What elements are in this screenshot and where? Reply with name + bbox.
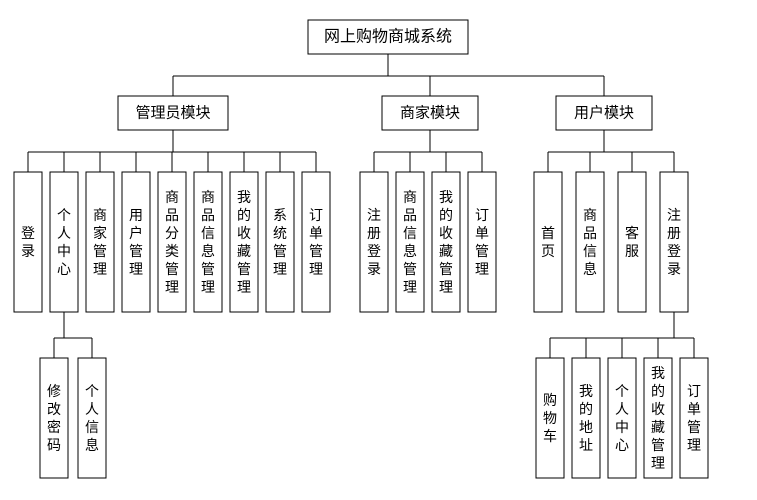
leaf-node: 用户管理 xyxy=(122,172,150,312)
leaf-node: 商品信息管理 xyxy=(194,172,222,312)
leaf-node: 个人信息 xyxy=(78,358,106,478)
root-node: 网上购物商城系统 xyxy=(308,20,468,54)
leaf-node: 订单管理 xyxy=(680,358,708,478)
leaf-node: 购物车 xyxy=(536,358,564,478)
leaf-node: 首页 xyxy=(534,172,562,312)
leaf-node: 商家管理 xyxy=(86,172,114,312)
leaf-node: 个人中心 xyxy=(608,358,636,478)
leaf-node: 商品信息管理 xyxy=(396,172,424,312)
leaf-node: 订单管理 xyxy=(468,172,496,312)
node-label: 用户模块 xyxy=(574,104,634,121)
node-label: 网上购物商城系统 xyxy=(324,28,452,46)
leaf-node: 注册登录 xyxy=(360,172,388,312)
leaf-node: 系统管理 xyxy=(266,172,294,312)
node-label: 购物车 xyxy=(543,393,557,445)
leaf-node: 我的收藏管理 xyxy=(432,172,460,312)
leaf-node: 我的收藏管理 xyxy=(644,358,672,478)
leaf-node: 商品分类管理 xyxy=(158,172,186,312)
node-label: 商家模块 xyxy=(400,104,460,121)
module-node: 用户模块 xyxy=(556,96,652,130)
leaf-node: 修改密码 xyxy=(40,358,68,478)
leaf-node: 客服 xyxy=(618,172,646,312)
leaf-node: 订单管理 xyxy=(302,172,330,312)
leaf-node: 我的地址 xyxy=(572,358,600,478)
leaf-node: 个人中心 xyxy=(50,172,78,312)
leaf-node: 我的收藏管理 xyxy=(230,172,258,312)
module-node: 商家模块 xyxy=(382,96,478,130)
module-node: 管理员模块 xyxy=(118,96,228,130)
leaf-node: 注册登录 xyxy=(660,172,688,312)
org-tree-diagram: 网上购物商城系统管理员模块商家模块用户模块登录个人中心商家管理用户管理商品分类管… xyxy=(0,0,757,500)
node-label: 管理员模块 xyxy=(135,104,210,121)
leaf-node: 商品信息 xyxy=(576,172,604,312)
leaf-node: 登录 xyxy=(14,172,42,312)
